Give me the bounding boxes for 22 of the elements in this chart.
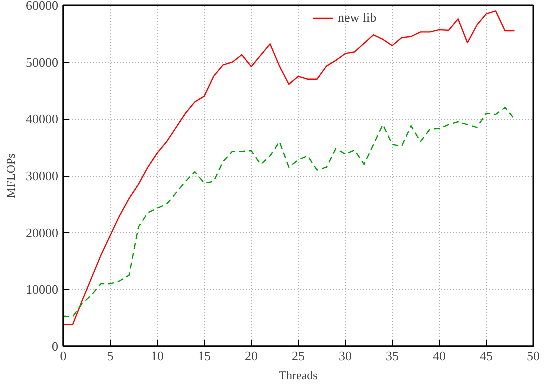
x-tick-label: 45 [480, 348, 493, 364]
x-tick-label: 15 [198, 348, 211, 364]
legend-label: new lib [338, 10, 377, 26]
x-tick-label: 40 [433, 348, 446, 364]
x-tick-label: 50 [527, 348, 540, 364]
x-axis-title: Threads [279, 368, 318, 382]
y-tick-label: 10000 [26, 282, 58, 298]
y-tick-label: 30000 [26, 168, 58, 184]
y-tick-label: 60000 [26, 0, 58, 13]
x-tick-label: 5 [107, 348, 114, 364]
x-tick-label: 10 [151, 348, 164, 364]
y-axis-title: MFLOPs [4, 153, 18, 198]
x-tick-label: 20 [245, 348, 258, 364]
y-tick-label: 40000 [26, 112, 58, 127]
x-tick-label: 35 [386, 348, 399, 364]
y-tick-label: 20000 [26, 225, 58, 240]
y-tick-label: 50000 [26, 54, 58, 70]
x-tick-label: 30 [339, 348, 352, 364]
line-series [64, 10, 516, 326]
x-tick-label: 25 [292, 348, 305, 364]
line-series [64, 107, 516, 318]
y-tick-label: 0 [52, 339, 58, 354]
